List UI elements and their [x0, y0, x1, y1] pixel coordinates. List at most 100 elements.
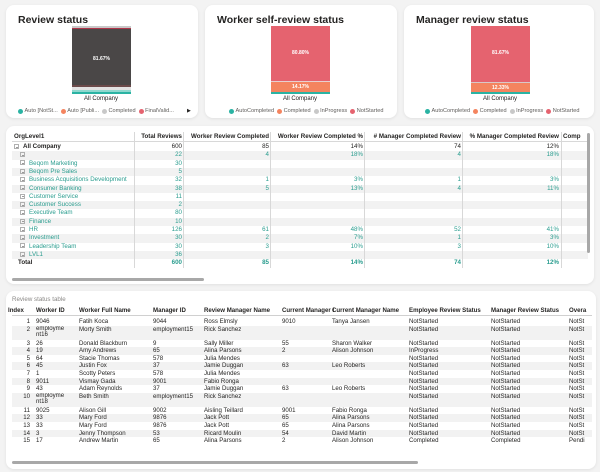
legend-item[interactable]: AutoCompleted: [229, 108, 274, 114]
matrix-row[interactable]: Customer Service 11: [12, 193, 588, 201]
review-status-bar[interactable]: 81.67%: [72, 26, 131, 94]
matrix-org-cell: HR: [14, 226, 134, 234]
table-column-header[interactable]: Manager Review Status: [491, 307, 560, 314]
table-row[interactable]: 10 employme nt18 Beth Smith employment15 Ric…: [12, 392, 592, 407]
table-row[interactable]: 15 17 Andrew Martin 65 Alina Parsons 2 Alison …: [12, 437, 592, 445]
table-row[interactable]: 1 9046 Fatih Koca 9044 Ross Elmsly 9010 Tanya …: [12, 318, 592, 326]
matrix-row[interactable]: Leadership Team 30 3 10% 3 10%: [12, 243, 588, 251]
table-column-header[interactable]: Index: [8, 307, 24, 314]
collapse-icon[interactable]: [20, 210, 25, 216]
legend-label: AutoCompleted: [431, 108, 471, 114]
matrix-value-cell: 10%: [546, 242, 559, 250]
legend-item[interactable]: NotStarted: [546, 108, 579, 114]
matrix-org-cell: LVL1: [14, 251, 134, 259]
table-row[interactable]: 8 9011 Vismay Gada 9001 Fabio Ronga NotStarte…: [12, 377, 592, 386]
collapse-icon[interactable]: [20, 193, 25, 199]
not-started-data-label: 80.80%: [292, 50, 309, 56]
legend-item[interactable]: Auto [NotSt...: [18, 108, 58, 114]
table-cell: 6: [26, 362, 30, 370]
matrix-row[interactable]: 22 4 18% 4 18%: [12, 151, 588, 160]
matrix-horizontal-scrollbar[interactable]: [12, 278, 204, 281]
matrix-row[interactable]: Investment 30 2 7% 1 3%: [12, 234, 588, 243]
worker-self-review-bar[interactable]: 80.80% 14.17%: [271, 26, 330, 94]
matrix-value-cell: [184, 168, 269, 176]
table-horizontal-scrollbar[interactable]: [12, 461, 418, 464]
matrix-column-header[interactable]: Total Reviews: [141, 133, 182, 140]
collapse-icon[interactable]: [20, 226, 25, 232]
table-column-header[interactable]: Manager ID: [153, 307, 186, 314]
legend-item[interactable]: FinalValid...: [138, 108, 174, 114]
matrix-column-header[interactable]: % Manager Completed Review: [469, 133, 559, 140]
table-cell: Mary Ford: [79, 422, 107, 429]
matrix-vertical-scrollbar[interactable]: [587, 133, 590, 253]
matrix-row[interactable]: Business Acquisitions Development 32 1 3% 1 3…: [12, 176, 588, 184]
collapse-icon[interactable]: [20, 235, 25, 241]
legend-label: Completed: [283, 108, 311, 114]
matrix-column-header[interactable]: Comp: [563, 133, 581, 140]
table-header-row: Index Worker ID Worker Full Name Manager ID…: [8, 306, 592, 316]
collapse-icon[interactable]: [20, 243, 25, 249]
legend-item[interactable]: Auto [Publi...: [60, 108, 99, 114]
matrix-row[interactable]: LVL1 36: [12, 250, 588, 260]
matrix-row[interactable]: Finance 10: [12, 217, 588, 226]
collapse-icon[interactable]: [20, 152, 25, 158]
table-cell: Alison Gill: [79, 406, 107, 414]
table-column-header[interactable]: Worker ID: [36, 307, 65, 314]
collapse-icon[interactable]: [20, 168, 25, 174]
table-row[interactable]: 5 64 Stacie Thomas 578 Julia Mendes NotStarte…: [12, 355, 592, 363]
collapse-icon[interactable]: [20, 251, 25, 257]
matrix-value-cell: 1: [457, 234, 461, 242]
table-row[interactable]: 6 45 Justin Fox 37 Jamie Duggan 63 Leo Roberts…: [12, 362, 592, 370]
table-row[interactable]: 13 33 Mary Ford 9876 Jack Pott 65 Alina Parson…: [12, 422, 592, 430]
matrix-row[interactable]: Consumer Banking 38 5 13% 4 11%: [12, 184, 588, 193]
collapse-icon[interactable]: [20, 160, 25, 166]
legend-item[interactable]: NotStarted: [350, 108, 383, 114]
table-row[interactable]: 3 26 Donald Blackburn 9 Sally Miller 55 Sharon…: [12, 340, 592, 348]
table-cell: NotStarted: [491, 339, 521, 347]
column-divider: [183, 132, 184, 268]
matrix-row[interactable]: Customer Success 2: [12, 201, 588, 210]
table-column-header[interactable]: Review Manager Name: [204, 307, 271, 314]
table-column-header[interactable]: Current Manager Name: [332, 307, 400, 314]
matrix-column-header[interactable]: OrgLevel1: [14, 133, 45, 140]
table-cell: NotStarted: [491, 354, 521, 362]
legend-item[interactable]: Completed: [473, 108, 507, 114]
table-cell: 10: [23, 392, 30, 400]
collapse-icon[interactable]: [20, 177, 25, 183]
matrix-column-header[interactable]: # Manager Completed Review: [373, 133, 461, 140]
matrix-row[interactable]: Beqom Marketing 30: [12, 160, 588, 168]
matrix-value-cell: [271, 251, 363, 259]
table-column-header[interactable]: Current Manager ID: [282, 307, 334, 314]
legend-item[interactable]: AutoCompleted: [425, 108, 470, 114]
matrix-value-cell: 13%: [350, 184, 363, 192]
legend-item[interactable]: Completed: [102, 108, 136, 114]
table-column-header[interactable]: Overa: [569, 307, 587, 314]
table-row[interactable]: 7 1 Scotty Peters 578 Julia Mendes NotStarted…: [12, 370, 592, 378]
table-cell: Ross Elmsly: [204, 318, 238, 325]
triangle-right-icon[interactable]: ▶: [187, 108, 191, 114]
collapse-icon[interactable]: [20, 201, 25, 207]
matrix-row[interactable]: All Company 600 85 14% 74 12%: [12, 143, 588, 151]
matrix-row[interactable]: HR 126 61 48% 52 41%: [12, 226, 588, 234]
collapse-icon[interactable]: [14, 143, 19, 149]
legend-item[interactable]: InProgress: [313, 108, 347, 114]
table-column-header[interactable]: Worker Full Name: [79, 307, 131, 314]
matrix-column-header[interactable]: Worker Review Completed %: [277, 133, 363, 140]
table-row[interactable]: 12 33 Mary Ford 9876 Jack Pott 65 Alina Parson…: [12, 414, 592, 422]
collapse-icon[interactable]: [20, 185, 25, 191]
collapse-icon[interactable]: [20, 218, 25, 224]
table-row[interactable]: 2 employme nt16 Morty Smith employment15 Ric…: [12, 325, 592, 340]
table-row[interactable]: 9 43 Adam Reynolds 37 Jamie Duggan 63 Leo Robe…: [12, 385, 592, 393]
legend-item[interactable]: Completed: [277, 108, 311, 114]
matrix-org-label: Finance: [29, 217, 52, 225]
seg-brown: [72, 85, 131, 87]
matrix-column-header[interactable]: Worker Review Completed: [191, 133, 269, 140]
table-row[interactable]: 14 3 Jenny Thompson 53 Ricard Moulin 54 David …: [12, 429, 592, 438]
manager-review-bar[interactable]: 81.67% 12.33%: [471, 26, 530, 94]
matrix-row[interactable]: Beqom Pre Sales 5: [12, 167, 588, 177]
table-row[interactable]: 11 9025 Alison Gill 9002 Aisling Teillard 900…: [12, 407, 592, 415]
matrix-row[interactable]: Executive Team 80: [12, 209, 588, 217]
legend-item[interactable]: InProgress: [509, 108, 543, 114]
table-row[interactable]: 4 19 Amy Andrews 65 Alina Parsons 2 Alison Joh…: [12, 347, 592, 355]
table-column-header[interactable]: Employee Review Status: [409, 307, 481, 314]
